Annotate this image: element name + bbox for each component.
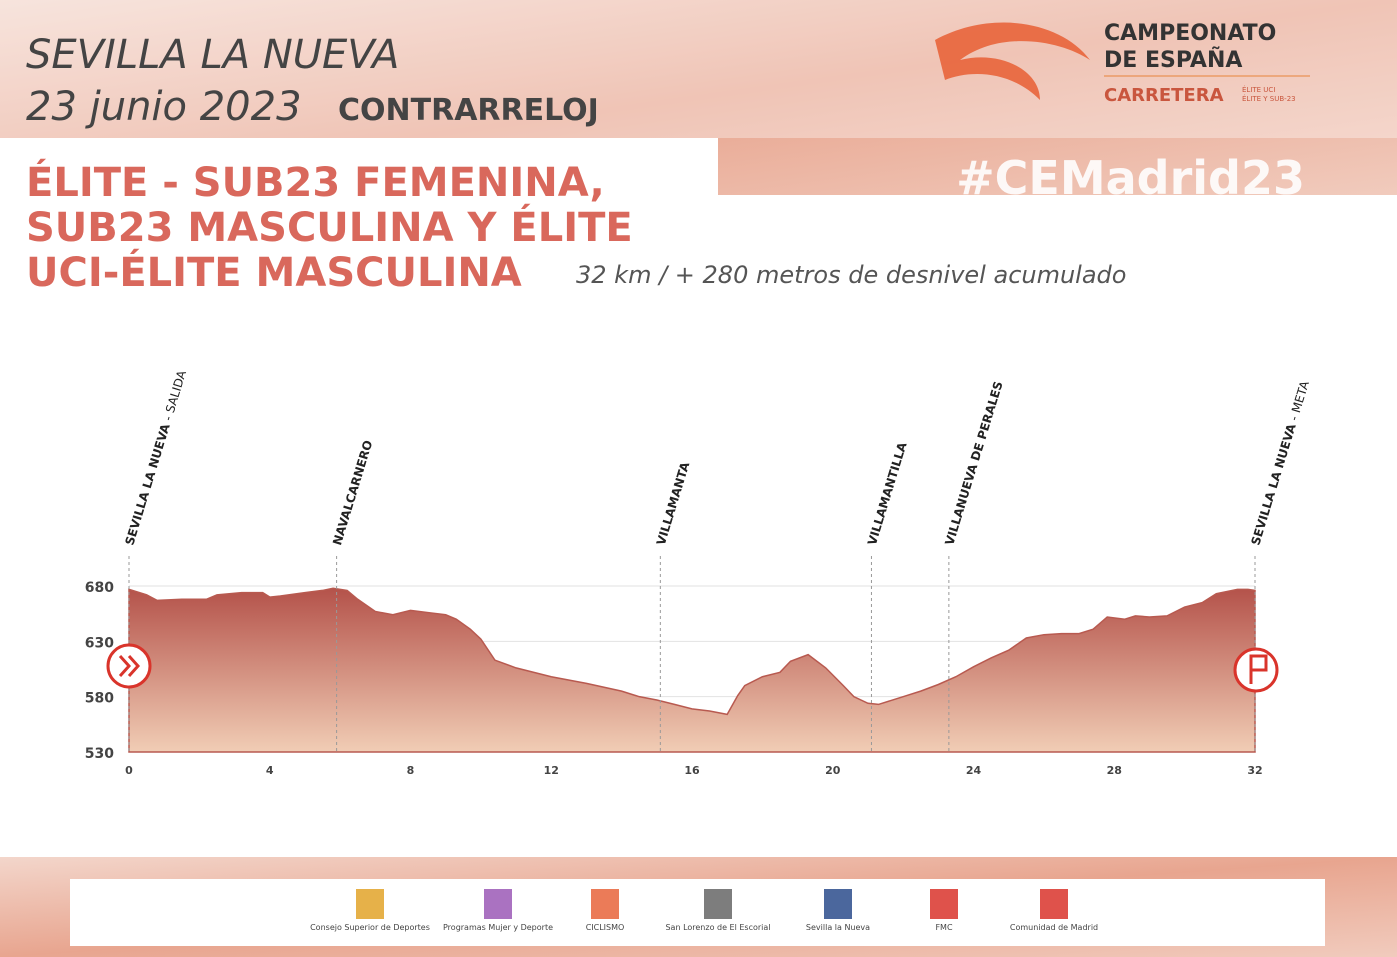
logo-small: ÉLITE UCI [1242,85,1275,94]
footer-logo-text: FMC [935,923,953,932]
y-tick-label: 580 [85,691,114,707]
x-tick-label: 0 [125,764,133,777]
distance: 32 km / + 280 metros de desnivel acumula… [576,261,1126,289]
x-tick-label: 12 [544,764,559,777]
x-tick-label: 4 [266,764,274,777]
logo-text: CAMPEONATO [1104,21,1276,46]
title-panel [0,138,718,198]
footer-logo [824,889,852,919]
logo-small: ÉLITE Y SUB-23 [1242,94,1296,103]
date: 23 junio 2023 [26,84,302,130]
finish-flag [1249,654,1268,684]
hashtag: #CEMadrid23 [956,151,1305,205]
footer-logo-text: Programas Mujer y Deporte [443,923,553,932]
footer-panel [70,879,1325,946]
footer-logo-text: CICLISMO [586,923,625,932]
footer-logo-text: Consejo Superior de Deportes [310,923,430,932]
location: SEVILLA LA NUEVA [26,32,399,78]
x-tick-label: 20 [825,764,841,777]
logo-mark [935,22,1090,100]
y-tick-label: 680 [85,580,114,596]
stage-type: CONTRARRELOJ [338,93,599,128]
y-tick-label: 530 [85,746,114,762]
footer-logo [1040,889,1068,919]
header-veil [0,0,1397,138]
x-tick-label: 32 [1247,764,1262,777]
footer-logo [356,889,384,919]
x-tick-label: 24 [966,764,982,777]
logo-text: DE ESPAÑA [1104,47,1242,73]
category-line: SUB23 MASCULINA Y ÉLITE [26,203,633,251]
x-tick-label: 8 [407,764,415,777]
category-line: UCI-ÉLITE MASCULINA [26,248,522,296]
footer-logo-text: Sevilla la Nueva [806,923,870,932]
footer-logo-text: San Lorenzo de El Escorial [665,923,770,932]
x-tick-label: 28 [1107,764,1122,777]
footer-logo [591,889,619,919]
y-tick-label: 630 [85,635,114,651]
footer-logo-text: Comunidad de Madrid [1010,923,1098,932]
start-arrows [118,654,141,678]
footer-logo [930,889,958,919]
x-tick-label: 16 [684,764,700,777]
logo-text: CARRETERA [1104,85,1224,106]
footer-logo [704,889,732,919]
elevation-area [128,587,1256,753]
footer-logo [484,889,512,919]
category-line: ÉLITE - SUB23 FEMENINA, [26,158,605,206]
